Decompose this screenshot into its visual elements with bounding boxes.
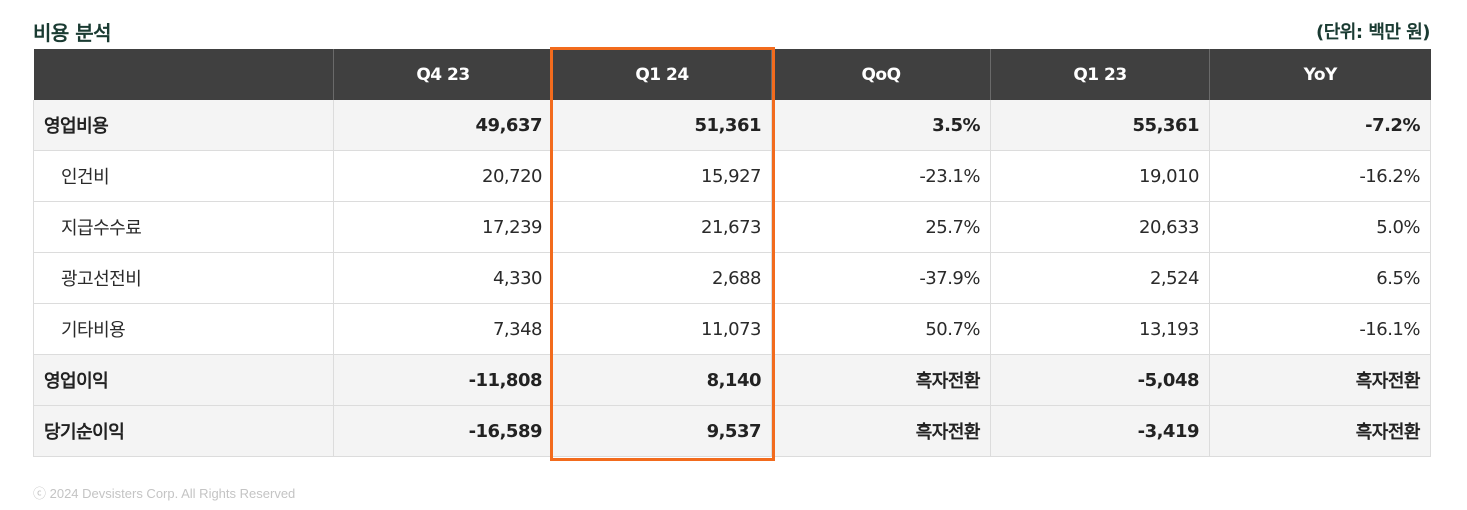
table-row: 영업비용 49,637 51,361 3.5% 55,361 -7.2% bbox=[33, 100, 1431, 151]
table-header-row: Q4 23 Q1 24 QoQ Q1 23 YoY bbox=[33, 49, 1431, 100]
table-cell: 2,524 bbox=[990, 252, 1210, 304]
table-cell: -37.9% bbox=[771, 252, 991, 304]
table-cell: -5,048 bbox=[990, 354, 1210, 406]
row-label: 영업비용 bbox=[33, 100, 334, 151]
table-cell: 3.5% bbox=[771, 100, 991, 151]
row-label: 광고선전비 bbox=[33, 252, 334, 304]
table-cell: 49,637 bbox=[333, 100, 553, 151]
row-label: 기타비용 bbox=[33, 303, 334, 355]
table-row: 영업이익 -11,808 8,140 흑자전환 -5,048 흑자전환 bbox=[33, 354, 1431, 406]
table-cell: 11,073 bbox=[552, 303, 772, 355]
table-cell: 6.5% bbox=[1209, 252, 1431, 304]
header-cell-yoy: YoY bbox=[1209, 49, 1431, 100]
cost-analysis-table: Q4 23 Q1 24 QoQ Q1 23 YoY 영업비용 49,637 51… bbox=[33, 49, 1431, 457]
table-row: 지급수수료 17,239 21,673 25.7% 20,633 5.0% bbox=[33, 201, 1431, 253]
table-cell: 20,633 bbox=[990, 201, 1210, 253]
row-label: 영업이익 bbox=[33, 354, 334, 406]
table-cell: 21,673 bbox=[552, 201, 772, 253]
table-row: 인건비 20,720 15,927 -23.1% 19,010 -16.2% bbox=[33, 150, 1431, 202]
header-cell-qoq: QoQ bbox=[771, 49, 991, 100]
table-cell: 2,688 bbox=[552, 252, 772, 304]
table-cell: 흑자전환 bbox=[1209, 405, 1431, 457]
header-cell-q4-23: Q4 23 bbox=[333, 49, 553, 100]
table-row: 기타비용 7,348 11,073 50.7% 13,193 -16.1% bbox=[33, 303, 1431, 355]
table-cell: 50.7% bbox=[771, 303, 991, 355]
table-cell: 15,927 bbox=[552, 150, 772, 202]
table-cell: 5.0% bbox=[1209, 201, 1431, 253]
header-cell-blank bbox=[33, 49, 334, 100]
table-cell: 13,193 bbox=[990, 303, 1210, 355]
header-cell-q1-23: Q1 23 bbox=[990, 49, 1210, 100]
table-cell: 흑자전환 bbox=[1209, 354, 1431, 406]
table-cell: -11,808 bbox=[333, 354, 553, 406]
table-cell: 9,537 bbox=[552, 405, 772, 457]
row-label: 인건비 bbox=[33, 150, 334, 202]
table-cell: 8,140 bbox=[552, 354, 772, 406]
table-cell: -16.1% bbox=[1209, 303, 1431, 355]
table-cell: 51,361 bbox=[552, 100, 772, 151]
row-label: 지급수수료 bbox=[33, 201, 334, 253]
table-row: 광고선전비 4,330 2,688 -37.9% 2,524 6.5% bbox=[33, 252, 1431, 304]
table-cell: -16,589 bbox=[333, 405, 553, 457]
table-cell: 7,348 bbox=[333, 303, 553, 355]
unit-label: (단위: 백만 원) bbox=[1316, 22, 1430, 43]
table-cell: 4,330 bbox=[333, 252, 553, 304]
table-cell: -16.2% bbox=[1209, 150, 1431, 202]
table-cell: -7.2% bbox=[1209, 100, 1431, 151]
table-cell: -3,419 bbox=[990, 405, 1210, 457]
table-cell: 20,720 bbox=[333, 150, 553, 202]
table-cell: 흑자전환 bbox=[771, 354, 991, 406]
table-cell: 55,361 bbox=[990, 100, 1210, 151]
table-cell: 25.7% bbox=[771, 201, 991, 253]
row-label: 당기순이익 bbox=[33, 405, 334, 457]
table-cell: 17,239 bbox=[333, 201, 553, 253]
table-row: 당기순이익 -16,589 9,537 흑자전환 -3,419 흑자전환 bbox=[33, 405, 1431, 457]
header-cell-q1-24: Q1 24 bbox=[552, 49, 772, 100]
table-cell: 19,010 bbox=[990, 150, 1210, 202]
page-title: 비용 분석 bbox=[33, 21, 112, 45]
table-cell: -23.1% bbox=[771, 150, 991, 202]
table-cell: 흑자전환 bbox=[771, 405, 991, 457]
copyright-footer: ⓒ 2024 Devsisters Corp. All Rights Reser… bbox=[33, 486, 296, 501]
